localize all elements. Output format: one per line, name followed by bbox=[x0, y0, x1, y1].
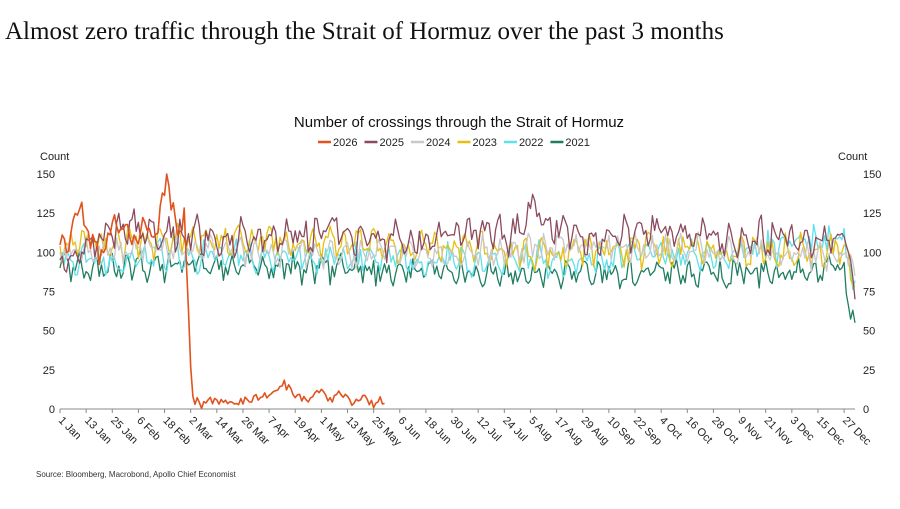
x-tick-label: 1 Jan bbox=[56, 415, 84, 443]
legend-label: 2025 bbox=[379, 137, 403, 149]
series-line-2023 bbox=[59, 222, 856, 288]
legend-label: 2026 bbox=[333, 137, 357, 149]
legend-label: 2024 bbox=[426, 137, 450, 149]
y-tick-left: 50 bbox=[43, 326, 55, 338]
x-tick-label: 28 Oct bbox=[709, 415, 740, 446]
y-tick-left: 100 bbox=[37, 247, 55, 259]
legend-label: 2021 bbox=[565, 137, 589, 149]
series-line-2026 bbox=[59, 173, 385, 410]
headline: Almost zero traffic through the Strait o… bbox=[5, 18, 724, 45]
y-axis-label-left: Count bbox=[40, 151, 69, 163]
x-tick-label: 1 May bbox=[317, 415, 347, 445]
y-tick-right: 25 bbox=[863, 365, 875, 377]
legend-label: 2023 bbox=[472, 137, 496, 149]
x-tick-label: 19 Apr bbox=[291, 415, 322, 446]
series-line-2021 bbox=[59, 247, 856, 323]
series-lines bbox=[59, 173, 856, 410]
y-tick-right: 50 bbox=[863, 326, 875, 338]
x-tick-label: 13 Jan bbox=[82, 415, 114, 447]
y-tick-right: 125 bbox=[863, 208, 881, 220]
series-line-2025 bbox=[59, 193, 856, 300]
y-tick-left: 150 bbox=[37, 169, 55, 181]
y-tick-right: 0 bbox=[863, 404, 869, 416]
x-tick-label: 29 Aug bbox=[579, 415, 612, 448]
y-tick-right: 150 bbox=[863, 169, 881, 181]
chart-title: Number of crossings through the Strait o… bbox=[294, 114, 624, 131]
y-tick-right: 75 bbox=[863, 287, 875, 299]
legend: 2026 2025 2024 2023 2022 2021 bbox=[318, 137, 590, 149]
x-tick-label: 22 Sep bbox=[631, 415, 664, 448]
x-tick-label: 16 Oct bbox=[683, 415, 714, 446]
y-tick-left: 75 bbox=[43, 287, 55, 299]
x-tick-label: 10 Sep bbox=[605, 415, 638, 448]
source-note: Source: Bloomberg, Macrobond, Apollo Chi… bbox=[36, 470, 236, 479]
y-ticks: 0 0 25 25 50 50 75 75 100 100 125 125 150 150 bbox=[37, 169, 882, 416]
x-tick-label: 25 Jan bbox=[108, 415, 140, 447]
x-tick-label: 30 Jun bbox=[448, 415, 480, 447]
y-tick-right: 100 bbox=[863, 247, 881, 259]
legend-label: 2022 bbox=[519, 137, 543, 149]
x-tick-label: 18 Feb bbox=[160, 415, 193, 448]
x-tick-label: 5 Aug bbox=[526, 415, 554, 443]
x-tick-label: 18 Jun bbox=[422, 415, 454, 447]
y-tick-left: 25 bbox=[43, 365, 55, 377]
x-tick-label: 12 Jul bbox=[474, 415, 503, 444]
x-tick-label: 14 Mar bbox=[213, 415, 246, 448]
x-tick-label: 17 Aug bbox=[552, 415, 585, 448]
x-tick-label: 24 Jul bbox=[500, 415, 529, 444]
y-axis-label-right: Count bbox=[838, 151, 867, 163]
y-tick-left: 0 bbox=[49, 404, 55, 416]
series-line-2024 bbox=[59, 231, 856, 276]
y-tick-left: 125 bbox=[37, 208, 55, 220]
x-tick-label: 26 Mar bbox=[239, 415, 272, 448]
x-tick-label: 9 Nov bbox=[735, 415, 764, 444]
x-tick-label: 27 Dec bbox=[840, 415, 873, 448]
